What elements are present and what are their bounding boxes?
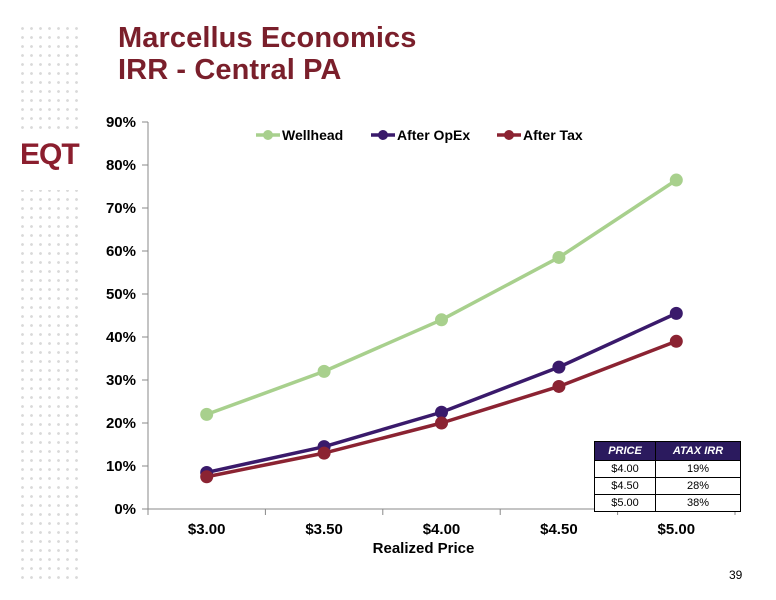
atax-irr-table: PRICE ATAX IRR $4.00 19% $4.50 28% $5.00… xyxy=(593,441,741,512)
table-header-price: PRICE xyxy=(593,441,657,461)
table-row: $4.50 28% xyxy=(593,477,741,495)
title-line-1: Marcellus Economics xyxy=(118,22,417,54)
legend-label: After OpEx xyxy=(397,127,470,143)
logo-background xyxy=(10,130,92,190)
table-row: $5.00 38% xyxy=(593,494,741,512)
table-header-atax-irr: ATAX IRR xyxy=(655,441,741,461)
table-cell-irr: 19% xyxy=(655,460,741,478)
legend-swatch-marker xyxy=(378,130,388,140)
table-cell-price: $4.50 xyxy=(593,477,657,495)
legend-label: After Tax xyxy=(523,127,583,143)
y-tick-label: 90% xyxy=(106,114,136,131)
data-point xyxy=(552,250,566,264)
data-point xyxy=(317,446,331,460)
dot-pattern xyxy=(18,24,84,584)
data-point xyxy=(200,407,214,421)
data-point xyxy=(435,405,448,419)
table-cell-price: $5.00 xyxy=(593,494,657,512)
table-row: $4.00 19% xyxy=(593,460,741,478)
y-tick-label: 10% xyxy=(106,458,136,475)
table-cell-irr: 38% xyxy=(655,494,741,512)
y-tick-label: 50% xyxy=(106,286,136,303)
y-tick-label: 0% xyxy=(114,501,136,518)
x-tick-label: $4.00 xyxy=(423,521,461,538)
title-line-2: IRR - Central PA xyxy=(118,54,342,86)
x-tick-label: $5.00 xyxy=(658,521,696,538)
table-header-row: PRICE ATAX IRR xyxy=(593,441,741,461)
y-tick-label: 20% xyxy=(106,415,136,432)
legend-swatch-marker xyxy=(263,130,273,140)
data-point xyxy=(200,470,214,484)
y-tick-label: 60% xyxy=(106,243,136,260)
data-point xyxy=(669,173,683,187)
x-tick-label: $3.50 xyxy=(305,521,343,538)
y-tick-label: 70% xyxy=(106,200,136,217)
data-point xyxy=(435,416,448,430)
y-tick-label: 30% xyxy=(106,372,136,389)
data-point xyxy=(669,334,683,348)
table-cell-irr: 28% xyxy=(655,477,741,495)
data-point xyxy=(669,306,683,320)
page-title: Marcellus Economics IRR - Central PA xyxy=(118,22,416,86)
x-axis-title: Realized Price xyxy=(373,540,475,557)
x-tick-label: $4.50 xyxy=(540,521,578,538)
data-point xyxy=(317,364,331,378)
eqt-logo: EQT xyxy=(20,138,80,171)
y-tick-label: 40% xyxy=(106,329,136,346)
data-point xyxy=(552,379,566,393)
x-tick-label: $3.00 xyxy=(188,521,226,538)
data-point xyxy=(435,313,448,327)
legend-label: Wellhead xyxy=(282,127,343,143)
y-tick-label: 80% xyxy=(106,157,136,174)
table-cell-price: $4.00 xyxy=(593,460,657,478)
data-point xyxy=(552,360,566,374)
series-line-0 xyxy=(206,178,678,417)
legend-swatch-marker xyxy=(504,130,514,140)
page-number: 39 xyxy=(729,568,743,582)
